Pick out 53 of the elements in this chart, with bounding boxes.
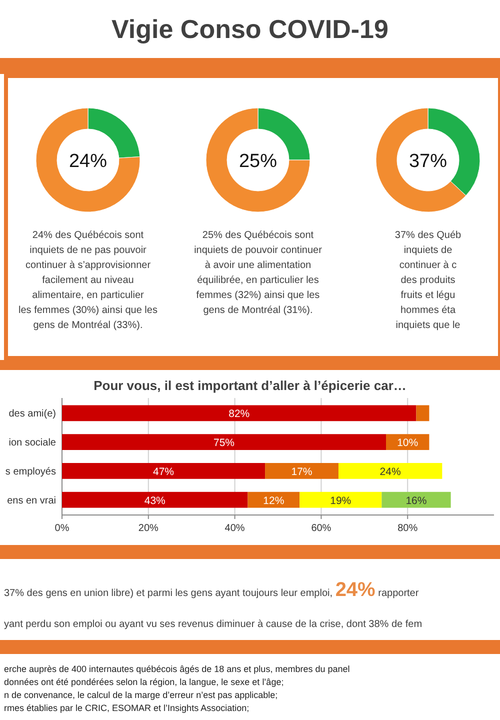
text: 25% des Québécois sont inquiets de pouvoir continuer à avoir une alimentation équilibrée, en particulier les femmes (32%) ainsi que les gens de Montréal (31%). xyxy=(194,230,323,316)
donut-slice xyxy=(206,108,310,212)
bar xyxy=(62,405,416,422)
text: erche auprès de 400 internautes québécois âgés de 18 ans et plus, membres du panel xyxy=(4,664,350,674)
bar xyxy=(248,492,300,508)
data-label: 19% xyxy=(330,494,352,507)
data-label: 17% xyxy=(291,466,312,478)
text: n de convenance, le calcul de la marge d’erreur n’est pas applicable; xyxy=(4,690,278,700)
data-label: 10% xyxy=(397,437,418,450)
donut-slice xyxy=(36,108,140,212)
text: 37% des Québ xyxy=(394,230,462,241)
text: hommes éta xyxy=(400,305,456,316)
text: données ont été pondérées selon la région, la langue, le sexe et l’âge; xyxy=(4,677,284,687)
bar xyxy=(265,463,338,479)
bar xyxy=(62,463,266,479)
data-label: 16% xyxy=(406,494,427,507)
text: 25% xyxy=(238,151,278,172)
x-tick-label: 40% xyxy=(224,523,245,534)
text: 24% des Québécois sont inquiets de ne pas pouvoir continuer à s’approvisionner facilement au niveau alimentaire, en particulier les femmes (30%) ainsi que les gens de Montréal (33%). xyxy=(18,230,158,331)
x-tick-label: 80% xyxy=(398,523,418,534)
chart-title: Pour vous, il est important d’aller à l’épicerie car… xyxy=(94,378,406,393)
bar xyxy=(338,463,442,479)
text: des produits xyxy=(400,275,456,286)
text: 24% xyxy=(68,151,108,172)
data-label: 24% xyxy=(380,466,401,478)
text: 37% des gens en union libre) et parmi les gens ayant toujours leur emploi, xyxy=(4,588,336,599)
data-label: 82% xyxy=(228,408,250,420)
text: 37% xyxy=(408,151,448,172)
y-tick-label: des ami(e) xyxy=(8,408,56,420)
data-label: 47% xyxy=(153,466,174,478)
y-tick-label: s employés xyxy=(5,466,56,478)
text: inquiets de xyxy=(404,245,453,256)
bar xyxy=(416,405,430,422)
x-tick-label: 20% xyxy=(138,523,159,534)
text: rmes établies par le CRIC, ESOMAR et l’Insights Association; xyxy=(4,703,250,713)
bar xyxy=(382,492,451,508)
text: rapporter xyxy=(375,588,420,599)
data-label: 75% xyxy=(213,437,235,450)
data-label: 43% xyxy=(144,494,166,507)
text: continuer à c xyxy=(399,260,457,271)
y-tick-label: ion sociale xyxy=(8,438,56,449)
bar xyxy=(62,492,248,508)
x-tick-label: 60% xyxy=(311,523,332,534)
x-tick-label: 0% xyxy=(54,523,70,534)
text: yant perdu son emploi ou ayant vu ses revenus diminuer à cause de la crise, dont 38% de fem xyxy=(4,619,422,630)
text: 24% xyxy=(335,579,376,601)
bar xyxy=(300,492,382,508)
text: fruits et légu xyxy=(400,290,456,301)
data-label: 12% xyxy=(263,494,284,507)
text: inquiets que le xyxy=(396,320,461,331)
y-tick-label: ens en vrai xyxy=(7,495,56,506)
bar xyxy=(62,434,386,450)
text: Vigie Conso COVID-19 xyxy=(112,14,388,44)
